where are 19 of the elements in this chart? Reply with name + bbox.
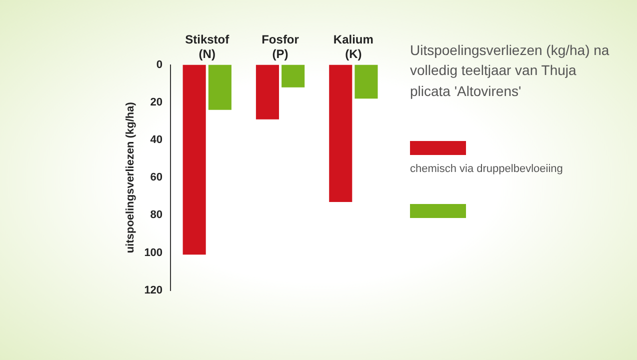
y-tick-label: 120	[144, 284, 163, 296]
bar	[182, 64, 206, 255]
y-tick-label: 100	[144, 246, 163, 259]
bar	[256, 64, 279, 120]
bar	[354, 64, 378, 99]
x-tick-label: Fosfor (P)	[262, 32, 300, 61]
y-tick-label: 60	[150, 172, 163, 184]
y-tick-label: 20	[150, 96, 163, 108]
y-tick-label: 80	[150, 209, 163, 222]
y-axis-title: uitspoelingsverliezen (kg/ha)	[124, 102, 137, 254]
x-tick-label: Stikstof (N)	[185, 32, 230, 61]
text: chemisch via druppelbevloeiing	[410, 162, 564, 177]
text: Uitspoelingsverliezen (kg/ha) na volledig teeltjaar van Thuja plicata 'Altovirens'	[410, 41, 610, 101]
bar	[208, 64, 232, 110]
bar	[282, 64, 305, 88]
y-tick-label: 0	[156, 58, 163, 71]
y-tick-label: 40	[150, 134, 163, 146]
x-tick-label: Kalium (K)	[333, 32, 374, 61]
bar	[329, 64, 352, 202]
